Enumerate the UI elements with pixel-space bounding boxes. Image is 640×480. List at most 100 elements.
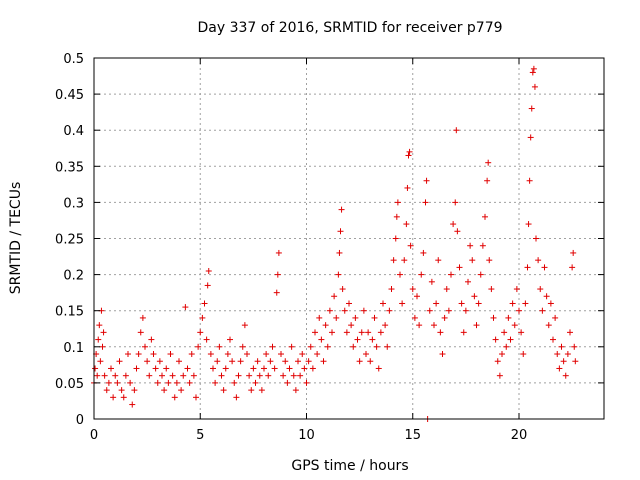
data-point (492, 336, 499, 343)
data-point (188, 351, 195, 358)
data-point (503, 343, 510, 350)
data-point (511, 322, 518, 329)
data-point (101, 372, 108, 379)
data-point (190, 372, 197, 379)
data-point (241, 322, 248, 329)
data-point (286, 365, 293, 372)
data-point (299, 351, 306, 358)
data-point (205, 267, 212, 274)
data-point (352, 314, 359, 321)
data-point (520, 351, 527, 358)
data-point (509, 300, 516, 307)
data-point (305, 358, 312, 365)
data-point (405, 152, 412, 159)
data-point (312, 329, 318, 336)
axis-ticks: 0 5 10 15 20 0 0.05 0.1 0.15 0.2 0.25 0.3 0.35 0.4 0.4… (55, 52, 604, 443)
x-tick-label: 15 (404, 428, 421, 443)
data-point (404, 184, 411, 191)
data-point (458, 300, 465, 307)
data-point (154, 379, 161, 386)
data-point (142, 343, 148, 350)
data-point (339, 286, 346, 293)
data-point (482, 213, 488, 220)
y-tick-label: 0 (76, 413, 84, 428)
data-point (282, 358, 289, 365)
data-point (116, 358, 123, 365)
data-point (494, 358, 501, 365)
data-point (524, 264, 531, 271)
data-point (473, 322, 480, 329)
data-point (295, 358, 301, 365)
y-tick-label: 0.1 (63, 341, 84, 356)
data-point (533, 235, 539, 242)
data-point (207, 351, 214, 358)
data-point (462, 307, 469, 314)
data-point (171, 394, 178, 401)
data-point (369, 336, 376, 343)
data-point (184, 365, 191, 372)
data-point (543, 293, 550, 300)
data-point (105, 379, 112, 386)
data-point (530, 65, 537, 72)
data-point (373, 343, 380, 350)
data-point (554, 351, 561, 358)
data-point (390, 257, 397, 264)
data-point (122, 372, 129, 379)
data-point (443, 286, 450, 293)
data-point (496, 372, 503, 379)
data-point (475, 300, 482, 307)
data-point (393, 213, 400, 220)
data-point (433, 300, 440, 307)
data-point (529, 69, 536, 76)
y-tick-label: 0.25 (55, 233, 84, 248)
y-tick-label: 0.5 (63, 52, 84, 67)
data-point (271, 365, 278, 372)
data-point (263, 351, 270, 358)
data-point (513, 286, 520, 293)
data-point (180, 372, 187, 379)
data-point (250, 365, 257, 372)
y-tick-label: 0.35 (55, 160, 84, 175)
data-point (526, 177, 533, 184)
data-point (571, 343, 578, 350)
data-point (314, 351, 321, 358)
y-tick-label: 0.3 (63, 196, 84, 211)
data-point (518, 329, 525, 336)
data-point (237, 358, 244, 365)
data-point (441, 314, 448, 321)
data-point (560, 358, 567, 365)
data-point (235, 372, 242, 379)
data-point (246, 372, 253, 379)
data-point (380, 300, 386, 307)
data-point (375, 365, 382, 372)
data-point (562, 372, 569, 379)
data-point (484, 177, 491, 184)
data-point (193, 394, 199, 401)
data-point (163, 365, 170, 372)
data-point (210, 365, 216, 372)
data-point (505, 314, 512, 321)
data-point (248, 387, 255, 394)
data-point (92, 365, 99, 372)
data-point (423, 177, 430, 184)
data-point (377, 329, 384, 336)
data-point (137, 329, 144, 336)
data-point (452, 199, 459, 206)
data-point (280, 372, 287, 379)
data-point (360, 307, 367, 314)
data-point (173, 379, 180, 386)
data-point (292, 387, 299, 394)
data-point (338, 206, 345, 213)
data-point (465, 278, 471, 285)
data-point (564, 351, 571, 358)
data-point (416, 322, 423, 329)
data-point (125, 351, 131, 358)
data-point (229, 358, 236, 365)
data-point (439, 351, 446, 358)
data-point (254, 358, 261, 365)
data-point (224, 351, 231, 358)
y-tick-label: 0.15 (55, 305, 84, 320)
data-point (269, 343, 276, 350)
data-point (445, 307, 452, 314)
data-point (552, 314, 559, 321)
